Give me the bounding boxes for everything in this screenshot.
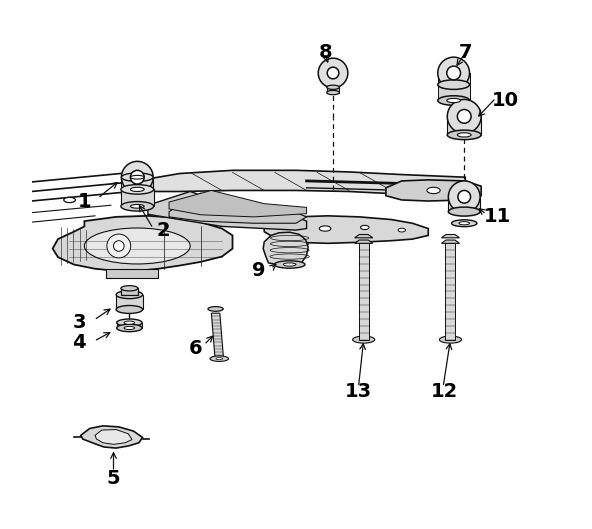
Ellipse shape (427, 187, 440, 194)
Circle shape (447, 66, 461, 80)
Circle shape (448, 181, 480, 213)
Ellipse shape (437, 96, 469, 105)
Polygon shape (95, 430, 132, 444)
Polygon shape (105, 269, 159, 278)
Text: 6: 6 (189, 339, 202, 358)
Ellipse shape (284, 263, 296, 266)
Text: 5: 5 (107, 469, 120, 488)
Polygon shape (169, 190, 307, 217)
Polygon shape (148, 191, 307, 230)
Ellipse shape (437, 80, 469, 89)
Polygon shape (359, 243, 369, 340)
Ellipse shape (116, 291, 143, 298)
Polygon shape (81, 426, 143, 448)
Polygon shape (117, 323, 142, 328)
Ellipse shape (116, 305, 143, 313)
Polygon shape (355, 240, 373, 243)
Ellipse shape (124, 321, 134, 324)
Polygon shape (437, 85, 469, 101)
Ellipse shape (130, 187, 144, 191)
Polygon shape (437, 73, 469, 85)
Polygon shape (121, 177, 153, 193)
Ellipse shape (121, 202, 154, 211)
Text: 7: 7 (459, 43, 472, 62)
Ellipse shape (353, 336, 375, 343)
Polygon shape (448, 116, 481, 135)
Polygon shape (263, 232, 308, 266)
Circle shape (121, 161, 153, 193)
Ellipse shape (130, 175, 144, 179)
Circle shape (448, 99, 481, 133)
Ellipse shape (439, 336, 462, 343)
Text: 13: 13 (345, 382, 372, 401)
Ellipse shape (398, 229, 406, 232)
Ellipse shape (447, 98, 461, 103)
Ellipse shape (117, 324, 142, 332)
Circle shape (458, 190, 471, 203)
Ellipse shape (208, 307, 223, 311)
Polygon shape (445, 243, 455, 340)
Polygon shape (53, 216, 233, 271)
Text: 12: 12 (430, 382, 458, 401)
Polygon shape (211, 313, 224, 359)
Polygon shape (143, 170, 465, 194)
Polygon shape (386, 180, 481, 201)
Polygon shape (327, 87, 339, 93)
Ellipse shape (121, 173, 153, 181)
Text: 11: 11 (484, 207, 511, 226)
Ellipse shape (319, 226, 331, 231)
Ellipse shape (327, 85, 339, 89)
Ellipse shape (117, 319, 142, 326)
Circle shape (318, 58, 348, 88)
Ellipse shape (361, 225, 369, 230)
Ellipse shape (107, 234, 131, 258)
Polygon shape (355, 234, 373, 238)
Circle shape (437, 57, 469, 89)
Ellipse shape (210, 356, 229, 361)
Polygon shape (116, 295, 143, 309)
Circle shape (327, 67, 339, 79)
Ellipse shape (450, 189, 459, 194)
Circle shape (458, 110, 471, 123)
Ellipse shape (459, 222, 469, 225)
Ellipse shape (327, 90, 339, 95)
Ellipse shape (124, 326, 134, 330)
Ellipse shape (121, 190, 153, 198)
Text: 4: 4 (72, 333, 86, 352)
Polygon shape (442, 240, 459, 243)
Text: 1: 1 (78, 191, 91, 211)
Ellipse shape (216, 358, 223, 360)
Ellipse shape (274, 261, 305, 268)
Ellipse shape (121, 185, 154, 194)
Text: 10: 10 (491, 91, 519, 110)
Polygon shape (448, 197, 480, 212)
Polygon shape (442, 234, 459, 238)
Polygon shape (121, 288, 138, 295)
Text: 9: 9 (252, 261, 266, 280)
Text: 2: 2 (157, 221, 170, 240)
Text: 3: 3 (72, 313, 86, 332)
Ellipse shape (452, 220, 477, 226)
Ellipse shape (114, 241, 124, 251)
Ellipse shape (121, 286, 138, 291)
Ellipse shape (448, 207, 480, 216)
Polygon shape (264, 216, 428, 243)
Ellipse shape (448, 130, 481, 140)
Ellipse shape (458, 133, 471, 137)
Circle shape (130, 170, 144, 184)
Polygon shape (169, 193, 307, 223)
Ellipse shape (64, 197, 75, 203)
Polygon shape (121, 189, 154, 206)
Ellipse shape (130, 204, 144, 208)
Text: 8: 8 (318, 43, 332, 62)
Ellipse shape (85, 228, 190, 264)
